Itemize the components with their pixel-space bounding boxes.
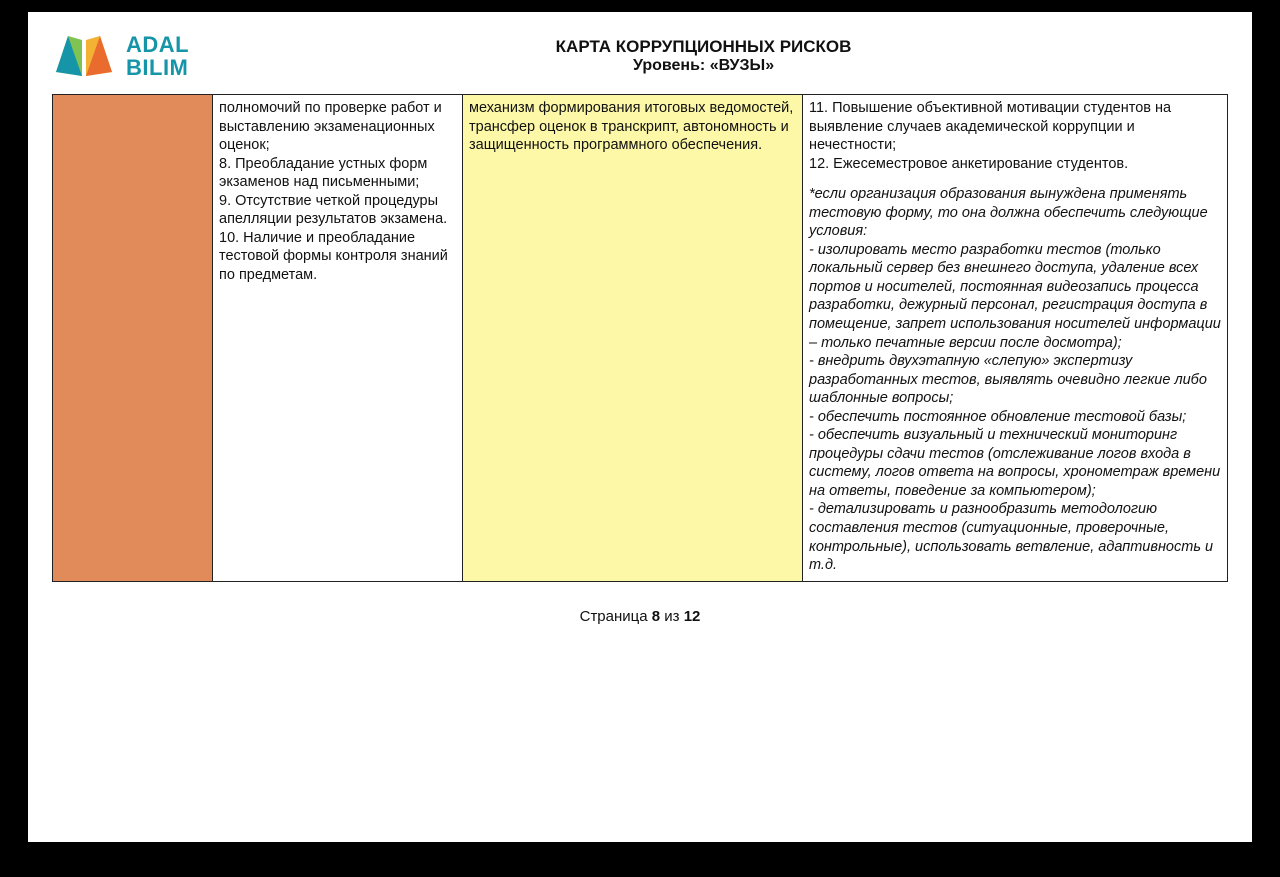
title-sub: Уровень: «ВУЗЫ» [289,57,1118,75]
risk-table: полномочий по проверке работ и выставлен… [52,94,1228,582]
footer-page: 8 [652,608,660,625]
page-header: ADAL BILIM КАРТА КОРРУПЦИОННЫХ РИСКОВ Ур… [52,32,1228,80]
footer-middle: из [660,608,684,625]
page-footer: Страница 8 из 12 [52,608,1228,625]
title-main: КАРТА КОРРУПЦИОННЫХ РИСКОВ [289,37,1118,57]
cell-category [53,95,213,582]
footer-total: 12 [684,608,701,625]
table-row: полномочий по проверке работ и выставлен… [53,95,1228,582]
logo-line1: ADAL [126,33,189,56]
document-page: ADAL BILIM КАРТА КОРРУПЦИОННЫХ РИСКОВ Ур… [28,12,1252,842]
title-block: КАРТА КОРРУПЦИОННЫХ РИСКОВ Уровень: «ВУЗ… [289,37,1228,75]
logo-line2: BILIM [126,56,189,79]
cell-risks-text: полномочий по проверке работ и выставлен… [219,100,448,283]
footer-prefix: Страница [580,608,652,625]
logo: ADAL BILIM [52,32,189,80]
cell-mechanism: механизм формирования итоговых ведомосте… [463,95,803,582]
cell-mechanism-text: механизм формирования итоговых ведомосте… [469,100,793,153]
cell-measures-text: 11. Повышение объективной мотивации студ… [809,100,1171,172]
cell-measures: 11. Повышение объективной мотивации студ… [803,95,1228,582]
logo-text: ADAL BILIM [126,33,189,79]
cell-measures-note: *если организация образования вынуждена … [809,185,1221,574]
cell-risks: полномочий по проверке работ и выставлен… [213,95,463,582]
adal-bilim-logo-icon [52,32,116,80]
